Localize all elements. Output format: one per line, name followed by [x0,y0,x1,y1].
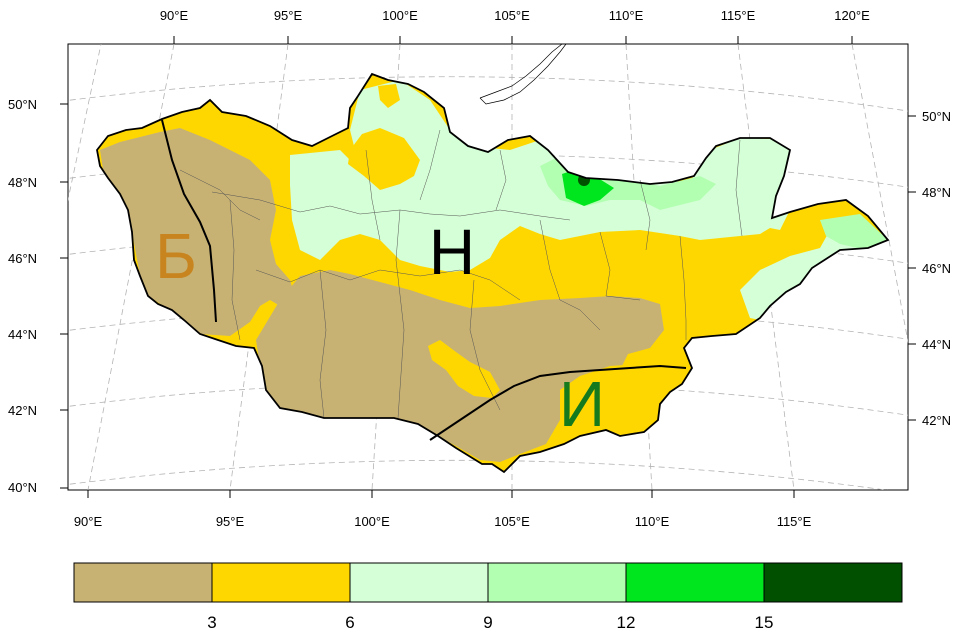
province-line-4 [319,269,327,419]
region-label-south: И [559,368,605,440]
lake-outline [479,43,567,105]
colorbar-tick-label: 12 [617,613,636,632]
longitude-line-90 [87,44,175,490]
colorbar-tick-label: 3 [207,613,216,632]
region-label-west: Б [155,220,197,292]
zone-yellow-south-band [428,340,500,398]
province-line-8 [599,231,641,301]
top-lon-label: 110°E [609,8,644,23]
longitude-line-85 [68,44,102,202]
province-line-15 [179,169,261,221]
left-lat-label: 50°N [8,97,37,112]
colorbar-box-4 [625,562,765,603]
bottom-lon-labels: 90°E 95°E 100°E 105°E 110°E 115°E [74,514,812,529]
right-lat-label: 44°N [922,337,951,352]
latitude-line-50 [68,76,908,112]
bottom-lon-label: 90°E [74,514,103,529]
colorbar-box-2 [349,562,489,603]
top-lon-labels: 90°E 95°E 100°E 105°E 110°E 115°E 120°E [160,8,870,23]
top-lon-label: 95°E [274,8,303,23]
right-lat-labels: 50°N 48°N 46°N 44°N 42°N [922,109,951,428]
right-lat-label: 48°N [922,185,951,200]
top-lon-label: 90°E [160,8,189,23]
colorbar-tick-label: 9 [483,613,492,632]
left-lat-labels: 50°N 48°N 46°N 44°N 42°N 40°N [8,97,37,495]
bottom-lon-label: 105°E [494,514,530,529]
zone-yellow-patch-far-north [378,84,400,108]
province-line-11 [419,129,441,201]
right-lat-label: 50°N [922,109,951,124]
right-lat-label: 46°N [922,261,951,276]
province-line-3 [229,199,241,341]
zone-yellow-southeast [580,364,682,436]
colorbar: 3 6 9 12 15 [73,562,903,632]
colorbar-box-1 [211,562,351,603]
bottom-lon-label: 115°E [777,514,812,529]
west-zone-divider [161,119,217,323]
zone-bright-green [562,168,614,206]
left-lat-label: 42°N [8,403,37,418]
colorbar-box-5 [763,562,903,603]
province-line-2 [255,269,521,301]
province-line-6 [469,279,501,411]
left-lat-label: 46°N [8,251,37,266]
top-lon-label: 120°E [834,8,870,23]
province-line-14 [735,139,743,237]
province-line-10 [495,149,507,211]
province-line-9 [679,235,687,340]
province-line-5 [395,209,405,419]
left-lat-label: 44°N [8,327,37,342]
zone-medium-green-east [820,214,888,250]
south-zone-divider [429,364,687,441]
colorbar-box-0 [73,562,213,603]
province-line-7 [539,219,601,331]
national-border [96,72,890,474]
bottom-lon-label: 110°E [635,514,670,529]
longitude-line-120 [851,44,908,344]
colorbar-tick-label: 15 [755,613,774,632]
province-line-13 [639,179,651,251]
top-lon-label: 115°E [721,8,756,23]
zone-yellow-patch-north [348,128,420,190]
top-lon-label: 105°E [494,8,530,23]
frame-ticks [60,36,916,498]
bottom-lon-label: 100°E [354,514,390,529]
right-lat-label: 42°N [922,413,951,428]
region-label-north: Н [429,216,475,288]
top-lon-label: 100°E [382,8,418,23]
bottom-lon-label: 95°E [216,514,245,529]
colorbar-box-3 [487,562,627,603]
left-lat-label: 40°N [8,480,37,495]
left-lat-label: 48°N [8,175,37,190]
province-boundaries [179,129,743,419]
province-line-12 [365,149,381,241]
colorbar-tick-label: 6 [345,613,354,632]
